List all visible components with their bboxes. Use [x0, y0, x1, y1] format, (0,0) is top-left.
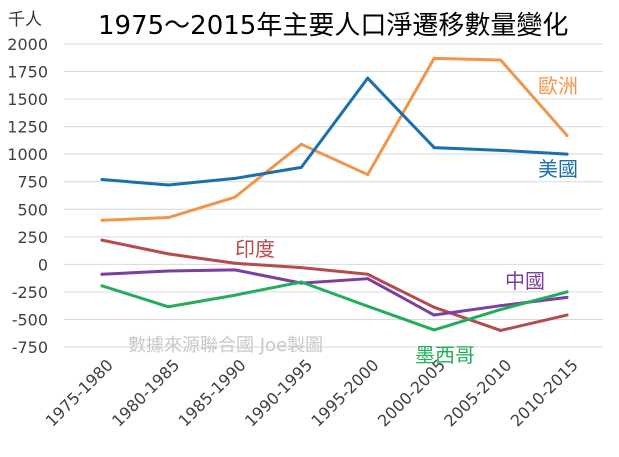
data-point [366, 272, 370, 276]
y-tick-label: 750 [17, 173, 48, 192]
data-point [233, 195, 237, 199]
data-point [100, 272, 104, 276]
chart-title: 1975～2015年主要人口淨遷移數量變化 [98, 11, 568, 41]
data-point [366, 76, 370, 80]
data-point [565, 152, 569, 156]
series-line [100, 268, 569, 317]
data-point [432, 146, 436, 150]
series-line [100, 238, 569, 332]
data-point [166, 305, 170, 309]
data-point [432, 313, 436, 317]
data-point [565, 290, 569, 294]
data-point [233, 268, 237, 272]
data-point [366, 277, 370, 281]
data-point [366, 304, 370, 308]
series-line [100, 280, 569, 332]
x-tick-label: 1975-1980 [42, 355, 117, 430]
data-point [499, 148, 503, 152]
y-tick-label: 2000 [7, 35, 48, 54]
series-2: 印度 [100, 237, 569, 332]
series-line [100, 76, 569, 187]
x-tick-label: 1985-1990 [175, 355, 250, 430]
data-point [499, 58, 503, 62]
data-point [565, 313, 569, 317]
series-3: 中國 [100, 268, 569, 317]
data-point [432, 56, 436, 60]
series-1: 美國 [100, 76, 578, 187]
data-point [233, 293, 237, 297]
y-tick-label: 1750 [7, 63, 48, 82]
data-point [166, 252, 170, 256]
watermark: 數據來源聯合國 Joe製圖 [128, 335, 323, 356]
x-tick-label: 1995-2000 [307, 355, 382, 430]
data-point [299, 142, 303, 146]
series-label: 美國 [538, 157, 578, 181]
data-point [366, 173, 370, 177]
data-point [100, 218, 104, 222]
y-tick-label: -250 [12, 283, 48, 302]
series-4: 墨西哥 [100, 280, 569, 367]
data-point [299, 266, 303, 270]
data-point [499, 304, 503, 308]
y-tick-label: 1500 [7, 90, 48, 109]
data-point [233, 261, 237, 265]
series-0: 歐洲 [100, 56, 578, 222]
y-tick-label: -500 [12, 310, 48, 329]
data-point [100, 284, 104, 288]
data-point [100, 178, 104, 182]
data-point [432, 305, 436, 309]
y-tick-label: 0 [38, 255, 48, 274]
y-tick-label: -750 [12, 338, 48, 357]
data-point [499, 308, 503, 312]
data-point [166, 269, 170, 273]
data-point [432, 328, 436, 332]
series-label: 歐洲 [538, 74, 578, 98]
x-tick-label: 2010-2015 [507, 355, 582, 430]
x-tick-label: 1980-1985 [108, 355, 183, 430]
data-point [100, 238, 104, 242]
data-point [166, 183, 170, 187]
y-tick-label: 1250 [7, 118, 48, 137]
data-point [166, 216, 170, 220]
data-point [299, 165, 303, 169]
data-point [565, 295, 569, 299]
data-point [233, 176, 237, 180]
series-label: 印度 [235, 237, 275, 261]
data-point [499, 328, 503, 332]
y-tick-label: 500 [17, 200, 48, 219]
series-label: 中國 [505, 269, 545, 293]
data-point [565, 133, 569, 137]
series-line [100, 56, 569, 222]
series-label: 墨西哥 [415, 343, 475, 367]
data-point [299, 280, 303, 284]
x-tick-label: 1990-1995 [241, 355, 316, 430]
y-tick-label: 250 [17, 228, 48, 247]
y-axis-unit-label: 千人 [8, 10, 42, 30]
y-tick-label: 1000 [7, 145, 48, 164]
